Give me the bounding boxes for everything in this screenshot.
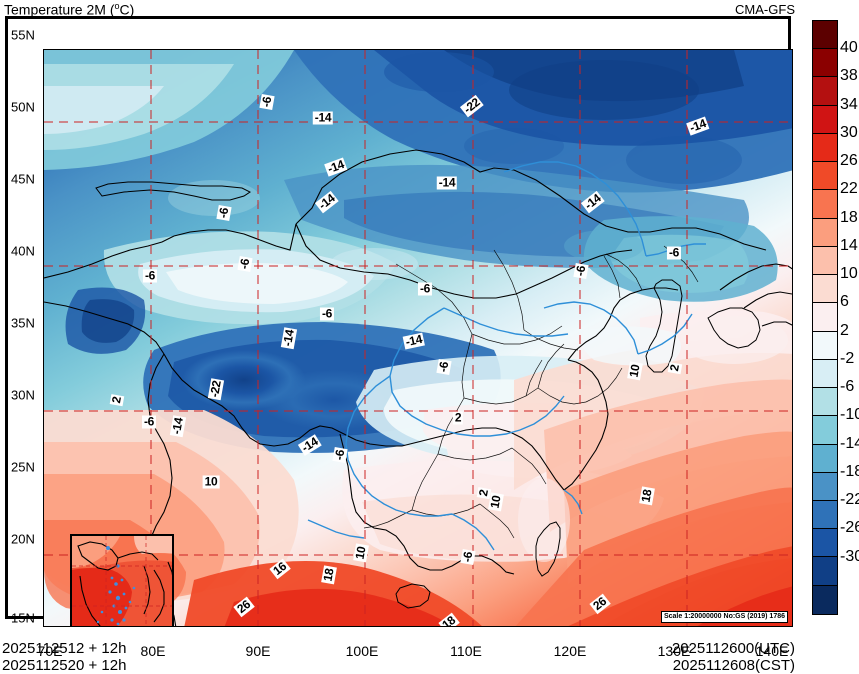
colorbar-tick-label: -2 <box>840 350 854 368</box>
y-tick-label: 40N <box>11 244 35 259</box>
colorbar-tick-label: -26 <box>840 519 859 537</box>
contour-label: -6 <box>436 359 451 375</box>
footer-run-time-1: 2025112512 + 12h <box>2 640 126 657</box>
colorbar-tick-label: -10 <box>840 406 859 424</box>
colorbar-tick-label: -30 <box>840 548 859 566</box>
footer-valid-cst: 2025112608(CST) <box>673 657 795 674</box>
y-tick-label: 20N <box>11 532 35 547</box>
contour-label: 10 <box>203 476 220 489</box>
y-tick-label: 25N <box>11 460 35 475</box>
temperature-map[interactable]: -6-14-22-14-14-14-14-6-14-6-6-6-6-6-6-14… <box>43 49 793 627</box>
colorbar-tick-label: 22 <box>840 180 858 198</box>
x-tick-label: 110E <box>450 643 482 659</box>
colorbar-band <box>813 416 837 444</box>
colorbar-band <box>813 445 837 473</box>
contour-label: 2 <box>668 362 683 374</box>
colorbar-band <box>813 190 837 218</box>
y-tick-label: 55N <box>11 28 35 43</box>
colorbar-tick-label: 14 <box>840 237 858 255</box>
colorbar-band <box>813 388 837 416</box>
contour-label: -6 <box>216 205 231 221</box>
y-tick-label: 45N <box>11 172 35 187</box>
colorbar-tick-label: -14 <box>840 435 859 453</box>
colorbar-band <box>813 77 837 105</box>
contour-label: -6 <box>573 263 588 279</box>
colorbar-tick-label: -6 <box>840 378 854 396</box>
x-tick-label: 80E <box>141 643 166 659</box>
colorbar-tick-label: 34 <box>840 96 858 114</box>
colorbar-band <box>813 162 837 190</box>
map-scale-label: Scale 1:20000000 No:GS (2019) 1786 <box>661 611 788 623</box>
colorbar-tick-label: 30 <box>840 124 858 142</box>
contour-label: -6 <box>667 247 681 260</box>
colorbar-tick-label: -22 <box>840 491 859 509</box>
colorbar-band <box>813 303 837 331</box>
contour-label: -14 <box>313 112 333 125</box>
y-tick-label: 30N <box>11 388 35 403</box>
footer-valid-utc: 2025112600(UTC) <box>672 640 795 657</box>
colorbar-band <box>813 247 837 275</box>
colorbar-band <box>813 332 837 360</box>
contour-label: -6 <box>142 416 156 429</box>
x-tick-label: 90E <box>246 643 271 659</box>
contour-label: -6 <box>320 308 334 321</box>
contour-label: -6 <box>418 283 432 296</box>
colorbar-tick-label: 18 <box>840 209 858 227</box>
colorbar-band <box>813 529 837 557</box>
footer-run-time-2: 2025112520 + 12h <box>2 657 126 674</box>
colorbar-band <box>813 275 837 303</box>
contour-label: -6 <box>237 256 252 272</box>
inset-map[interactable]: Scale 1:40000000 <box>70 534 174 627</box>
colorbar-band <box>813 106 837 134</box>
colorbar-band <box>813 21 837 49</box>
colorbar-band <box>813 49 837 77</box>
contour-label: 2 <box>110 394 125 406</box>
colorbar-tick-label: 38 <box>840 67 858 85</box>
colorbar-band <box>813 134 837 162</box>
colorbar[interactable] <box>812 20 838 615</box>
model-label: CMA-GFS <box>735 2 795 17</box>
x-tick-label: 120E <box>554 643 587 659</box>
colorbar-tick-label: 40 <box>840 39 858 57</box>
colorbar-tick-label: -18 <box>840 463 859 481</box>
colorbar-band <box>813 586 837 614</box>
colorbar-band <box>813 501 837 529</box>
x-tick-label: 100E <box>346 643 379 659</box>
contour-label: 2 <box>453 412 463 425</box>
colorbar-tick-label: 2 <box>840 322 849 340</box>
colorbar-band <box>813 360 837 388</box>
contour-label: -6 <box>460 549 475 565</box>
contour-label: -6 <box>143 270 157 283</box>
colorbar-band <box>813 219 837 247</box>
y-tick-label: 35N <box>11 316 35 331</box>
contour-label: -6 <box>259 94 274 110</box>
colorbar-tick-label: 6 <box>840 293 849 311</box>
contour-label: -14 <box>437 177 457 190</box>
inset-map-canvas <box>72 536 174 627</box>
colorbar-tick-label: 26 <box>840 152 858 170</box>
y-tick-label: 50N <box>11 100 35 115</box>
y-tick-label: 15N <box>11 611 35 626</box>
colorbar-band <box>813 557 837 585</box>
colorbar-band <box>813 473 837 501</box>
plot-frame: 55N 50N 45N 40N 35N 30N 25N 20N 15N 70E … <box>5 16 791 619</box>
colorbar-tick-label: 10 <box>840 265 858 283</box>
contour-label: -6 <box>332 447 347 463</box>
